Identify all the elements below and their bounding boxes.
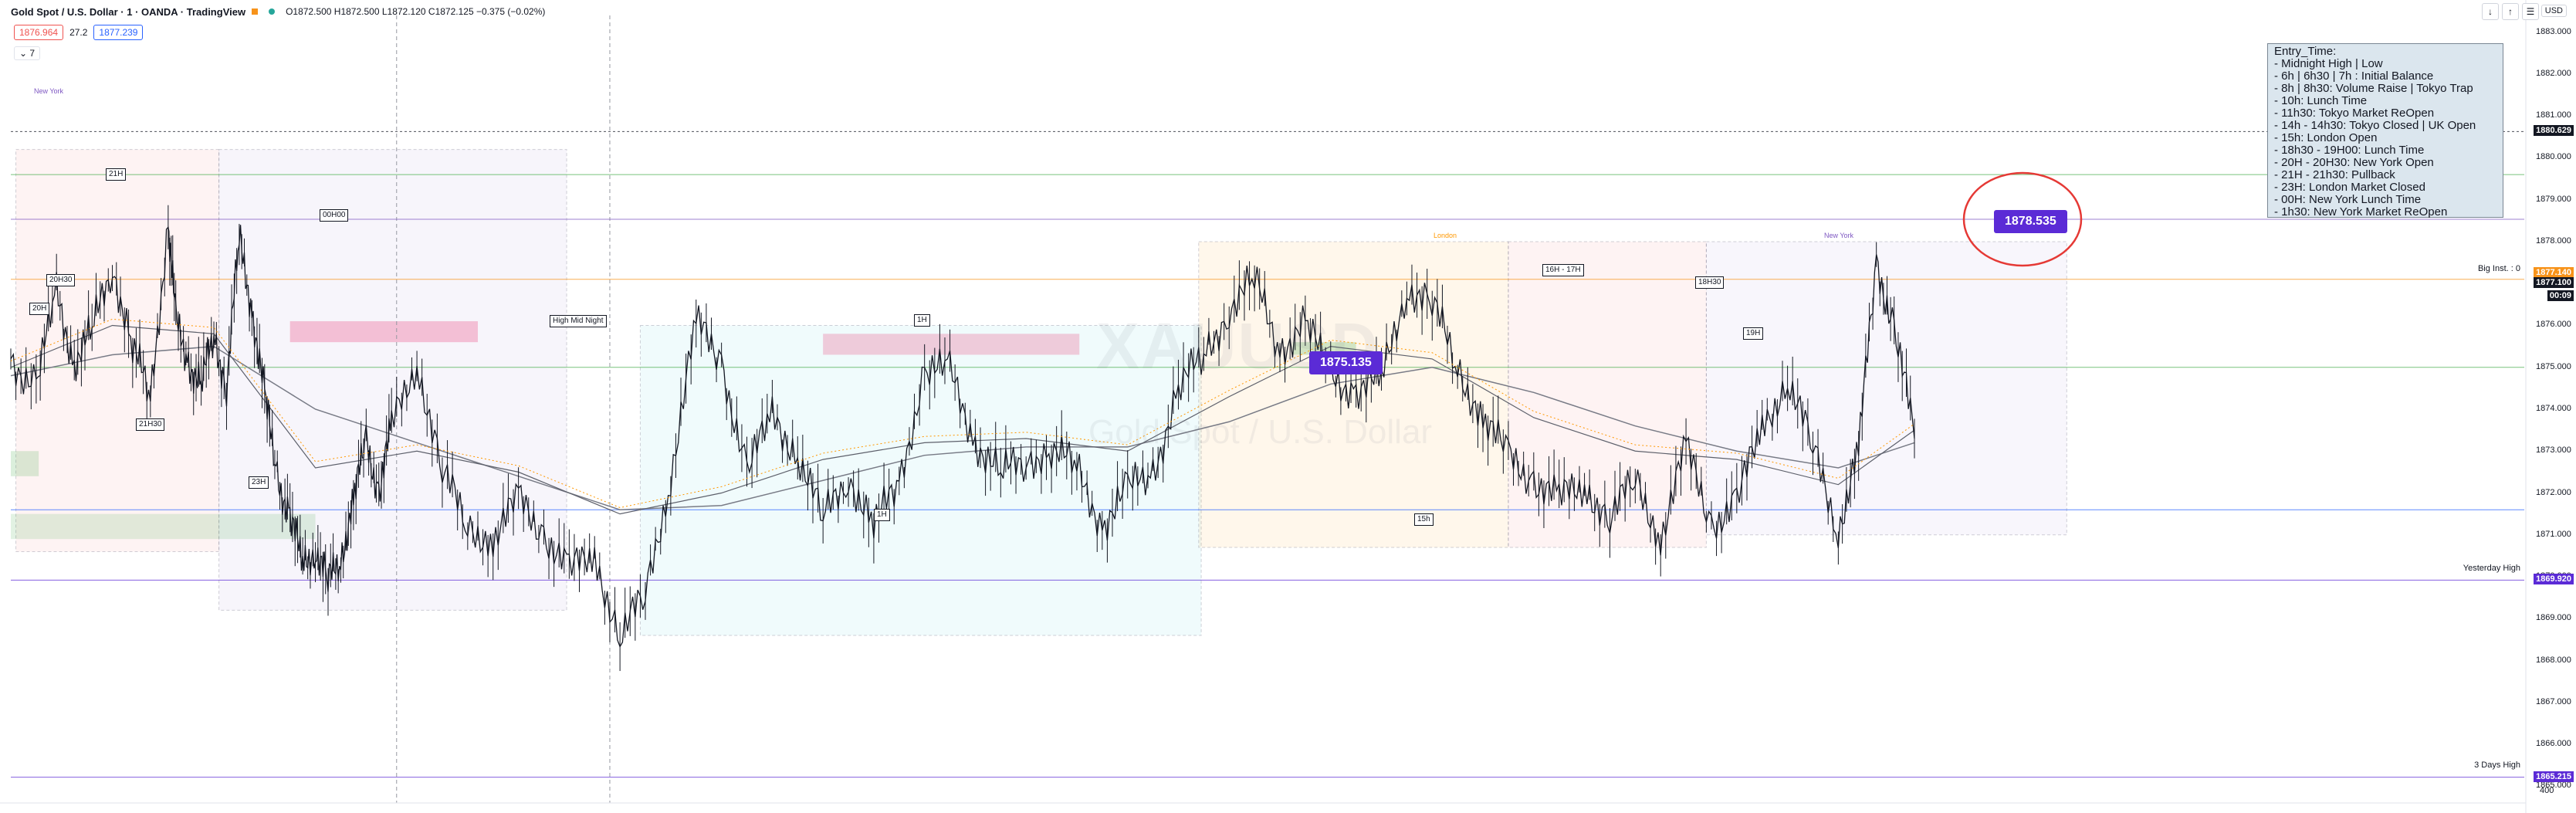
session-label[interactable]: 20H bbox=[29, 303, 50, 315]
session-label[interactable]: 1H bbox=[914, 314, 930, 327]
menu-icon[interactable]: ☰ bbox=[2522, 3, 2539, 20]
order-block bbox=[823, 334, 1080, 355]
session-label[interactable]: 00H00 bbox=[320, 209, 349, 222]
legend-line: - 11h30: Tokyo Market ReOpen bbox=[2274, 107, 2435, 120]
session-zone bbox=[639, 324, 1202, 636]
legend-line: - 8h | 8h30: Volume Raise | Tokyo Trap bbox=[2274, 82, 2473, 95]
legend-line: - 1h30: New York Market ReOpen bbox=[2274, 205, 2448, 218]
price-axis-label: 00:09 bbox=[2547, 290, 2574, 301]
legend-line: Entry_Time: bbox=[2274, 45, 2337, 58]
legend-line: - 20H - 20H30: New York Open bbox=[2274, 156, 2434, 169]
legend-line: - 23H: London Market Closed bbox=[2274, 181, 2425, 194]
symbol-title[interactable]: Gold Spot / U.S. Dollar · 1 · OANDA · Tr… bbox=[11, 5, 246, 18]
session-label[interactable]: 18H30 bbox=[1695, 276, 1725, 289]
session-title: New York bbox=[1824, 232, 1854, 239]
price-axis-tick: 1878.000 bbox=[2536, 235, 2571, 246]
session-label[interactable]: 1H bbox=[874, 509, 890, 521]
price-axis-tick: 1883.000 bbox=[2536, 26, 2571, 36]
session-zone bbox=[1508, 241, 1707, 548]
session-label[interactable]: 21H30 bbox=[136, 418, 165, 431]
flag-icon[interactable] bbox=[252, 8, 259, 15]
session-label[interactable]: 15h bbox=[1414, 513, 1434, 526]
price-axis-label: 1880.629 bbox=[2534, 125, 2574, 137]
order-block bbox=[11, 513, 316, 540]
legend-line: - 18h30 - 19H00: Lunch Time bbox=[2274, 144, 2425, 157]
highlight-circle bbox=[1962, 171, 2083, 267]
entry-time-legend[interactable]: Entry_Time: - Midnight High | Low - 6h | 6… bbox=[2267, 43, 2503, 218]
price-axis-label: 1869.920 bbox=[2534, 574, 2574, 585]
trade-buttons: 1876.964 27.2 1877.239 bbox=[14, 25, 144, 40]
buy-button[interactable]: 1877.239 bbox=[93, 25, 144, 40]
legend-line: - 21H - 21h30: Pullback bbox=[2274, 168, 2395, 181]
sell-button[interactable]: 1876.964 bbox=[14, 25, 64, 40]
session-label[interactable]: 21H bbox=[106, 168, 127, 181]
legend-line: - 10h: Lunch Time bbox=[2274, 94, 2368, 107]
price-axis-tick: 1867.000 bbox=[2536, 696, 2571, 706]
session-zone bbox=[218, 149, 567, 611]
price-axis-label: 1877.140 bbox=[2534, 267, 2574, 279]
level-name: 3 Days High bbox=[2474, 760, 2520, 771]
session-label[interactable]: 23H bbox=[249, 476, 269, 489]
price-axis-tick: 1865.000 bbox=[2536, 781, 2571, 791]
currency-selector[interactable]: USD bbox=[2540, 5, 2567, 17]
price-axis-tick: 1871.000 bbox=[2536, 529, 2571, 539]
session-zone bbox=[1705, 241, 2067, 536]
price-axis-tick: 1866.000 bbox=[2536, 739, 2571, 749]
price-label-1875[interactable]: 1875.135 bbox=[1309, 351, 1383, 374]
session-label[interactable]: 20H30 bbox=[46, 274, 76, 286]
indicators-toggle[interactable]: ⌄ 7 bbox=[14, 46, 41, 60]
session-title: New York bbox=[34, 87, 64, 95]
market-open-icon bbox=[269, 8, 276, 15]
price-axis-tick: 1882.000 bbox=[2536, 68, 2571, 78]
price-axis-tick: 1880.000 bbox=[2536, 152, 2571, 162]
price-label-1878[interactable]: 1878.535 bbox=[1994, 210, 2067, 233]
legend-line: - 15h: London Open bbox=[2274, 131, 2378, 144]
legend-line: - 14h - 14h30: Tokyo Closed | UK Open bbox=[2274, 119, 2476, 132]
price-line bbox=[10, 225, 1915, 649]
indicators-count: 7 bbox=[29, 48, 36, 59]
session-label[interactable]: 19H bbox=[1743, 327, 1764, 340]
price-axis-label: 1865.215 bbox=[2534, 771, 2574, 782]
price-axis-tick: 1881.000 bbox=[2536, 110, 2571, 120]
price-axis-tick: 1868.000 bbox=[2536, 655, 2571, 665]
price-axis-tick: 1875.000 bbox=[2536, 361, 2571, 371]
legend-line: - 6h | 6h30 | 7h : Initial Balance bbox=[2274, 69, 2434, 83]
legend-line: - Midnight High | Low bbox=[2274, 57, 2383, 70]
chart-header: Gold Spot / U.S. Dollar · 1 · OANDA · Tr… bbox=[11, 3, 545, 20]
price-axis-tick: 1874.000 bbox=[2536, 404, 2571, 413]
price-axis-label: 1877.100 bbox=[2534, 277, 2574, 289]
price-axis-tick: 1879.000 bbox=[2536, 194, 2571, 204]
order-block bbox=[289, 321, 478, 343]
order-block bbox=[11, 451, 39, 476]
ohlc-values: O1872.500 H1872.500 L1872.120 C1872.125 … bbox=[286, 6, 546, 17]
arrow-up-icon[interactable]: ↑ bbox=[2502, 3, 2519, 20]
session-title: London bbox=[1434, 232, 1457, 239]
price-axis-tick: 1876.000 bbox=[2536, 320, 2571, 330]
session-zone bbox=[1198, 241, 1509, 548]
level-name: Big Inst. : 0 bbox=[2477, 264, 2520, 274]
spread-value: 27.2 bbox=[69, 27, 88, 38]
top-right-buttons: ↓ ↑ ☰ bbox=[2482, 3, 2539, 20]
session-label[interactable]: High Mid Night bbox=[550, 315, 607, 327]
session-zone bbox=[15, 149, 220, 552]
chevron-down-icon: ⌄ bbox=[19, 48, 30, 59]
arrow-down-icon[interactable]: ↓ bbox=[2482, 3, 2499, 20]
volume-axis-tick: 400 bbox=[2540, 786, 2554, 795]
price-axis-tick: 1869.000 bbox=[2536, 613, 2571, 623]
watermark-name: Gold Spot / U.S. Dollar bbox=[1088, 413, 1433, 451]
level-name: Yesterday High bbox=[2463, 564, 2520, 574]
session-label[interactable]: 16H - 17H bbox=[1542, 264, 1584, 276]
price-axis-tick: 1872.000 bbox=[2536, 487, 2571, 497]
legend-line: - 00H: New York Lunch Time bbox=[2274, 193, 2422, 206]
price-axis-tick: 1873.000 bbox=[2536, 445, 2571, 456]
